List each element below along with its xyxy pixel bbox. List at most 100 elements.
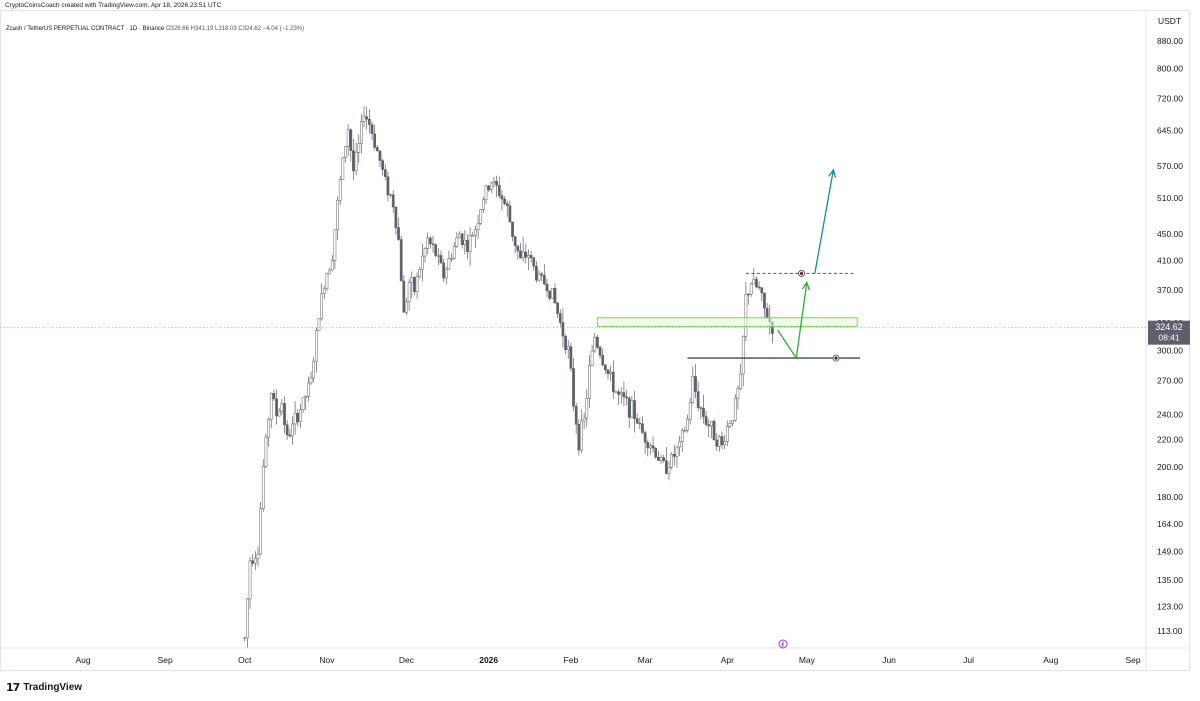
candle-body [688, 402, 692, 420]
candle-body [601, 355, 605, 366]
candle-body [720, 436, 724, 445]
candle-body [495, 181, 498, 186]
candle-body [505, 203, 509, 207]
price-tick-label: 123.00 [1157, 602, 1183, 612]
candle-body [415, 276, 419, 292]
candle-body [723, 441, 727, 445]
price-label-box [1148, 320, 1190, 345]
price-tick-label: 135.00 [1157, 575, 1183, 585]
candle-body [550, 288, 554, 299]
candle-body [603, 364, 607, 370]
price-tick-label: 180.00 [1157, 492, 1183, 502]
candle-body [630, 400, 634, 418]
symbol-legend[interactable]: Zcash / TetherUS PERPETUAL CONTRACT · 1D… [6, 26, 304, 32]
candlestick-series [243, 106, 774, 648]
candle-body [712, 421, 716, 441]
candle-body [540, 273, 544, 276]
candle-body [476, 223, 480, 230]
candle-body [293, 412, 297, 425]
time-tick-label: Apr [721, 655, 734, 665]
price-tick-label: 570.00 [1157, 161, 1183, 171]
candle-body [752, 278, 756, 285]
candle-body [447, 258, 451, 270]
candle-body [707, 424, 711, 427]
time-tick-label: May [799, 655, 816, 665]
tradingview-logo[interactable]: 17 TradingView [6, 680, 82, 694]
candle-body [664, 460, 668, 474]
candle-body [368, 118, 371, 125]
candle-body [389, 194, 392, 196]
candle-body [246, 598, 249, 639]
candle-body [619, 392, 623, 395]
candle-body [428, 237, 432, 244]
candle-body [421, 255, 424, 270]
ohlc-open: O328.66 [165, 26, 189, 32]
candle-body [301, 397, 305, 411]
candle-body [691, 376, 695, 403]
candle-body [694, 376, 697, 392]
price-label-countdown: 08:41 [1158, 333, 1180, 343]
candle-body [680, 430, 684, 442]
candle-body [354, 152, 358, 172]
candle-body [394, 206, 398, 228]
candle-body [484, 185, 488, 201]
candle-body [375, 147, 379, 152]
candle-body [256, 553, 260, 559]
candle-body [450, 258, 453, 260]
candle-body [672, 453, 676, 457]
candle-body [678, 441, 681, 448]
time-tick-label: Jul [963, 655, 974, 665]
candle-body [572, 368, 575, 407]
candle-body [261, 465, 265, 509]
candle-body [439, 255, 443, 264]
candle-body [291, 423, 294, 437]
candle-body [543, 274, 546, 285]
candle-body [309, 377, 313, 384]
candle-body [598, 347, 602, 356]
candle-body [418, 269, 422, 278]
candle-body [596, 336, 599, 348]
candle-body [474, 229, 477, 236]
price-tick-label: 880.00 [1157, 36, 1183, 46]
candle-body [657, 456, 660, 461]
candle-body [330, 260, 334, 271]
price-tick-label: 800.00 [1157, 63, 1183, 73]
candle-body [487, 185, 491, 191]
candle-body [593, 336, 597, 352]
time-tick-label: Mar [638, 655, 653, 665]
green-arrowhead [801, 280, 810, 291]
candle-body [553, 288, 557, 304]
candle-body [243, 637, 247, 639]
candle-body [582, 417, 586, 422]
price-tick-label: 149.00 [1157, 547, 1183, 557]
candle-body [755, 278, 758, 288]
candle-body [519, 250, 522, 259]
candle-body [606, 369, 610, 374]
price-tick-label: 240.00 [1157, 409, 1183, 419]
candle-body [699, 407, 703, 409]
ohlc-change: −4.04 (−1.23%) [262, 26, 305, 32]
candle-body [635, 418, 639, 424]
candle-body [458, 233, 461, 239]
time-tick-label: Jun [882, 655, 896, 665]
candle-body [649, 445, 652, 449]
time-axis[interactable]: Aug Sep Oct Nov Dec 2026 Feb Mar Apr May Jun Jul Aug… [75, 655, 1140, 665]
candle-body [675, 446, 679, 457]
candle-body [749, 283, 753, 295]
candle-body [431, 243, 435, 245]
candle-body [744, 293, 748, 337]
candle-body [625, 396, 628, 399]
candle-body [497, 184, 501, 196]
candle-body [527, 255, 530, 258]
candle-body [344, 146, 347, 158]
candle-body [524, 251, 528, 258]
price-tick-label: 220.00 [1157, 434, 1183, 444]
candle-body [715, 439, 719, 447]
candle-body [264, 436, 268, 467]
candle-body [365, 116, 369, 120]
time-tick-label: Sep [1125, 655, 1140, 665]
candle-body [468, 235, 472, 252]
candle-body [341, 157, 345, 180]
price-tick-label: 645.00 [1157, 125, 1183, 135]
